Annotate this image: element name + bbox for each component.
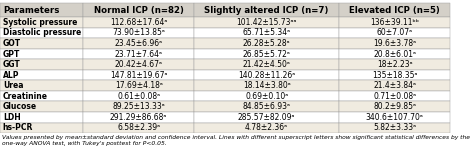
- Bar: [83, 123, 194, 133]
- Bar: [83, 91, 194, 101]
- Bar: [194, 3, 339, 17]
- Bar: [339, 101, 450, 112]
- Bar: [339, 91, 450, 101]
- Bar: [194, 70, 339, 80]
- Text: Systolic pressure: Systolic pressure: [3, 18, 77, 27]
- Bar: [83, 38, 194, 49]
- Bar: [83, 59, 194, 70]
- Bar: [0, 28, 83, 38]
- Text: Parameters: Parameters: [3, 6, 59, 15]
- Text: 340.6±107.70ᵃ: 340.6±107.70ᵃ: [365, 113, 424, 122]
- Text: 20.42±4.67ᵃ: 20.42±4.67ᵃ: [115, 60, 163, 69]
- Bar: [83, 70, 194, 80]
- Text: 6.58±2.39ᵃ: 6.58±2.39ᵃ: [117, 123, 160, 132]
- Bar: [83, 49, 194, 59]
- Bar: [83, 112, 194, 123]
- Text: 4.78±2.36ᵃ: 4.78±2.36ᵃ: [245, 123, 288, 132]
- Text: Creatinine: Creatinine: [3, 92, 48, 101]
- Bar: [0, 91, 83, 101]
- Bar: [194, 17, 339, 28]
- Text: 0.61±0.08ᵃ: 0.61±0.08ᵃ: [117, 92, 160, 101]
- Text: 135±18.35ᵃ: 135±18.35ᵃ: [372, 71, 417, 80]
- Text: Elevated ICP (n=5): Elevated ICP (n=5): [349, 6, 440, 15]
- Bar: [83, 17, 194, 28]
- Bar: [194, 49, 339, 59]
- Text: 65.71±5.34ᵃ: 65.71±5.34ᵃ: [243, 28, 291, 37]
- Text: Normal ICP (n=82): Normal ICP (n=82): [94, 6, 183, 15]
- Text: one-way ANOVA test, with Tukey's posttest for P<0.05.: one-way ANOVA test, with Tukey's posttes…: [2, 141, 167, 146]
- Bar: [0, 101, 83, 112]
- Text: 89.25±13.33ᵃ: 89.25±13.33ᵃ: [112, 102, 165, 111]
- Bar: [0, 133, 474, 153]
- Bar: [194, 59, 339, 70]
- Text: 80.2±9.85ᵃ: 80.2±9.85ᵃ: [373, 102, 416, 111]
- Text: 112.68±17.64ᵃ: 112.68±17.64ᵃ: [110, 18, 167, 27]
- Text: GGT: GGT: [3, 60, 20, 69]
- Bar: [194, 80, 339, 91]
- Bar: [194, 112, 339, 123]
- Bar: [0, 49, 83, 59]
- Text: 19.6±3.78ᵃ: 19.6±3.78ᵃ: [373, 39, 416, 48]
- Bar: [339, 38, 450, 49]
- Text: Values presented by mean±standard deviation and confidence interval. Lines with : Values presented by mean±standard deviat…: [2, 135, 470, 140]
- Bar: [83, 28, 194, 38]
- Text: 23.45±6.96ᵃ: 23.45±6.96ᵃ: [115, 39, 163, 48]
- Bar: [194, 123, 339, 133]
- Text: 17.69±4.18ᵃ: 17.69±4.18ᵃ: [115, 81, 163, 90]
- Bar: [0, 17, 83, 28]
- Text: 21.4±3.84ᵃ: 21.4±3.84ᵃ: [373, 81, 416, 90]
- Text: 0.71±0.08ᵃ: 0.71±0.08ᵃ: [373, 92, 416, 101]
- Text: 5.82±3.33ᵃ: 5.82±3.33ᵃ: [373, 123, 416, 132]
- Text: 0.69±0.10ᵃ: 0.69±0.10ᵃ: [245, 92, 288, 101]
- Text: 18.14±3.80ᵃ: 18.14±3.80ᵃ: [243, 81, 291, 90]
- Bar: [339, 59, 450, 70]
- Text: Urea: Urea: [3, 81, 23, 90]
- Text: 84.85±6.93ᵃ: 84.85±6.93ᵃ: [243, 102, 291, 111]
- Text: 73.90±13.85ᵃ: 73.90±13.85ᵃ: [112, 28, 165, 37]
- Bar: [339, 80, 450, 91]
- Bar: [194, 38, 339, 49]
- Text: 291.29±86.68ᵃ: 291.29±86.68ᵃ: [110, 113, 167, 122]
- Text: Slightly altered ICP (n=7): Slightly altered ICP (n=7): [204, 6, 329, 15]
- Text: GPT: GPT: [3, 50, 20, 59]
- Bar: [194, 91, 339, 101]
- Bar: [83, 3, 194, 17]
- Text: Glucose: Glucose: [3, 102, 37, 111]
- Text: 20.8±6.01ᵃ: 20.8±6.01ᵃ: [373, 50, 416, 59]
- Bar: [0, 3, 83, 17]
- Text: 26.85±5.72ᵃ: 26.85±5.72ᵃ: [243, 50, 291, 59]
- Text: 147.81±19.67ᵃ: 147.81±19.67ᵃ: [110, 71, 167, 80]
- Text: 136±39.11ᵇᵇ: 136±39.11ᵇᵇ: [370, 18, 419, 27]
- Bar: [0, 70, 83, 80]
- Bar: [0, 112, 83, 123]
- Bar: [194, 101, 339, 112]
- Bar: [339, 70, 450, 80]
- Bar: [339, 3, 450, 17]
- Text: 21.42±4.50ᵃ: 21.42±4.50ᵃ: [243, 60, 291, 69]
- Bar: [339, 49, 450, 59]
- Bar: [0, 80, 83, 91]
- Text: ALP: ALP: [3, 71, 19, 80]
- Bar: [83, 101, 194, 112]
- Bar: [0, 59, 83, 70]
- Text: hs-PCR: hs-PCR: [3, 123, 33, 132]
- Text: Diastolic pressure: Diastolic pressure: [3, 28, 81, 37]
- Text: 101.42±15.73ᵃᵃ: 101.42±15.73ᵃᵃ: [237, 18, 297, 27]
- Bar: [0, 38, 83, 49]
- Text: LDH: LDH: [3, 113, 20, 122]
- Bar: [0, 123, 83, 133]
- Text: 26.28±5.28ᵃ: 26.28±5.28ᵃ: [243, 39, 291, 48]
- Bar: [83, 80, 194, 91]
- Bar: [339, 112, 450, 123]
- Text: 18±2.23ᵃ: 18±2.23ᵃ: [377, 60, 412, 69]
- Bar: [339, 17, 450, 28]
- Text: 140.28±11.26ᵃ: 140.28±11.26ᵃ: [238, 71, 295, 80]
- Text: 60±7.07ᵃ: 60±7.07ᵃ: [376, 28, 413, 37]
- Text: 285.57±82.09ᵃ: 285.57±82.09ᵃ: [238, 113, 295, 122]
- Bar: [339, 123, 450, 133]
- Bar: [194, 28, 339, 38]
- Text: 23.71±7.64ᵃ: 23.71±7.64ᵃ: [115, 50, 163, 59]
- Bar: [339, 28, 450, 38]
- Text: GOT: GOT: [3, 39, 21, 48]
